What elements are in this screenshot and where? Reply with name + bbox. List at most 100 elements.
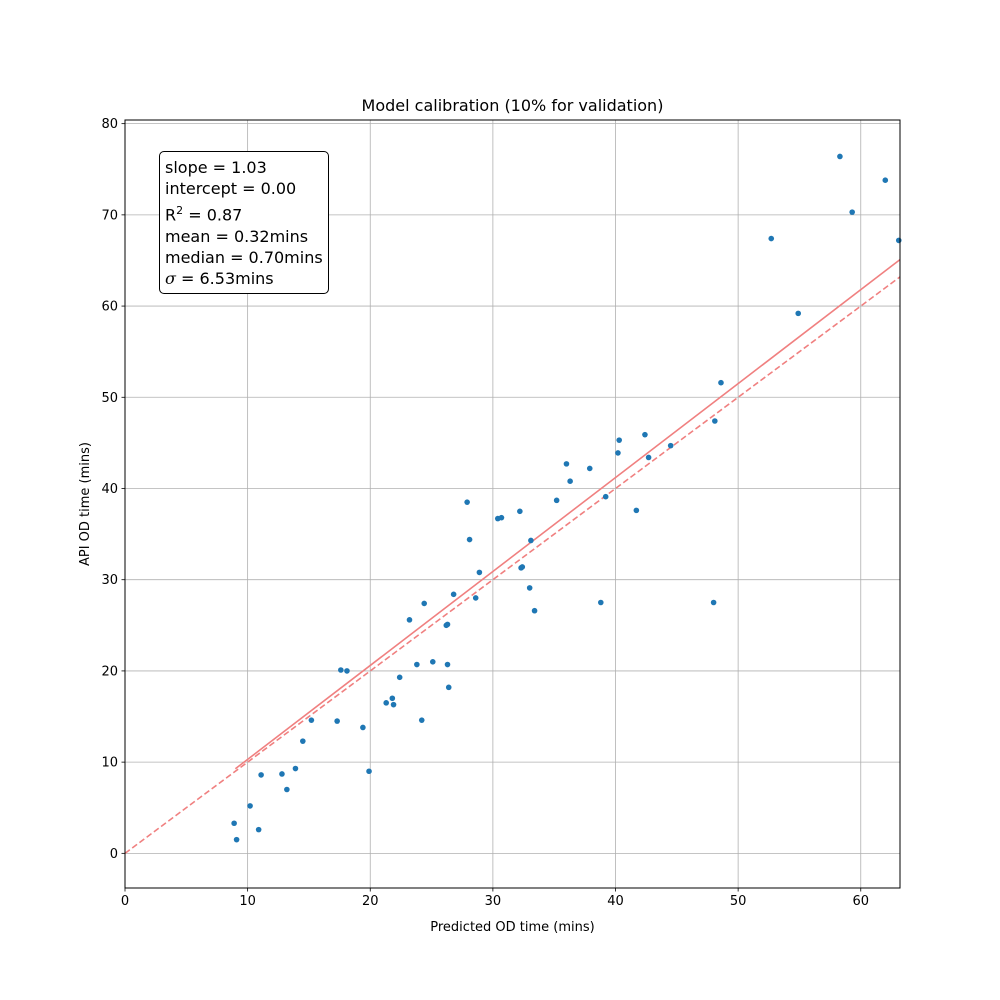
scatter-point	[616, 437, 622, 443]
fit-line	[234, 258, 901, 770]
scatter-point	[389, 695, 396, 702]
scatter-point	[597, 599, 604, 606]
stat-sigma-value: = 6.53mins	[175, 269, 274, 289]
scatter-point	[710, 599, 717, 606]
scatter-point	[414, 661, 420, 668]
y-tick-label: 20	[101, 664, 118, 679]
scatter-point	[602, 493, 609, 500]
y-tick-label: 40	[101, 482, 118, 497]
scatter-point	[895, 237, 902, 244]
scatter-point	[383, 700, 389, 706]
x-tick-label: 50	[730, 894, 747, 909]
stat-median: median = 0.70mins	[165, 247, 323, 267]
scatter-point	[553, 497, 560, 504]
stat-sigma-symbol: σ	[165, 269, 176, 289]
reference-line-group	[124, 276, 901, 854]
scatter-point	[444, 661, 451, 668]
scatter-point	[360, 724, 366, 731]
scatter-point	[233, 836, 240, 843]
scatter-point	[768, 235, 775, 242]
x-axis-ticks: 0 10 20 30 40 50 60	[121, 888, 869, 909]
scatter-point	[308, 717, 315, 723]
scatter-point	[406, 617, 413, 623]
scatter-point	[526, 585, 533, 591]
stat-r2-value: = 0.87	[183, 205, 243, 225]
chart-title: Model calibration (10% for validation)	[362, 96, 664, 115]
scatter-point	[795, 310, 802, 317]
scatter-point	[718, 379, 724, 386]
scatter-point	[444, 621, 451, 628]
scatter-point	[586, 465, 593, 472]
scatter-point	[642, 431, 648, 438]
x-tick-label: 10	[239, 894, 256, 909]
stat-r2-sup: 2	[176, 203, 184, 217]
scatter-point	[837, 153, 843, 160]
scatter-point	[498, 514, 505, 521]
grid-lines	[124, 120, 900, 888]
scatter-point	[567, 478, 573, 484]
scatter-point	[429, 658, 436, 665]
scatter-point	[667, 442, 674, 449]
scatter-point	[284, 786, 290, 793]
x-tick-label: 30	[485, 894, 502, 909]
x-axis-label: Predicted OD time (mins)	[430, 920, 594, 935]
scatter-point	[247, 803, 253, 809]
scatter-point	[563, 461, 570, 467]
scatter-point	[292, 765, 299, 772]
fit-line-group	[234, 258, 901, 770]
stat-mean: mean = 0.32mins	[165, 226, 309, 246]
y-axis-label: API OD time (mins)	[78, 442, 93, 566]
reference-line	[124, 276, 901, 854]
scatter-points	[231, 153, 902, 843]
scatter-point	[517, 508, 523, 515]
scatter-point	[334, 718, 340, 724]
scatter-point	[472, 595, 479, 601]
x-tick-label: 20	[362, 894, 379, 909]
y-tick-label: 60	[101, 300, 118, 315]
scatter-point	[531, 607, 538, 614]
y-tick-label: 0	[110, 847, 118, 862]
x-tick-label: 40	[607, 894, 624, 909]
y-tick-label: 30	[101, 573, 118, 588]
scatter-point	[445, 684, 452, 691]
scatter-point	[418, 717, 425, 723]
scatter-point	[633, 507, 640, 514]
stat-sigma: σ = 6.53mins	[165, 268, 323, 289]
y-tick-label: 70	[101, 208, 118, 223]
scatter-point	[849, 209, 855, 215]
scatter-point	[231, 820, 237, 827]
scatter-point	[519, 564, 526, 570]
stat-r2: R2 = 0.87	[165, 200, 323, 226]
scatter-point	[476, 569, 483, 576]
scatter-point	[882, 177, 889, 183]
scatter-point	[528, 537, 534, 544]
y-tick-label: 80	[101, 117, 118, 132]
scatter-point	[396, 674, 403, 681]
y-tick-label: 50	[101, 391, 118, 406]
scatter-point	[255, 826, 262, 833]
stats-annotation-box: slope = 1.03 intercept = 0.00 R2 = 0.87 …	[159, 151, 329, 294]
x-tick-label: 60	[852, 894, 869, 909]
scatter-point	[466, 536, 473, 543]
plot-frame	[124, 119, 901, 889]
scatter-point	[258, 772, 264, 778]
scatter-point	[366, 768, 372, 775]
stat-intercept: intercept = 0.00	[165, 179, 297, 199]
scatter-point	[464, 499, 470, 505]
scatter-point	[712, 418, 718, 424]
scatter-point	[338, 667, 344, 673]
y-tick-label: 10	[101, 756, 118, 771]
stat-slope: slope = 1.03	[165, 158, 267, 177]
scatter-point	[450, 591, 457, 598]
scatter-point	[300, 738, 306, 744]
scatter-point	[615, 450, 621, 456]
scatter-point	[344, 668, 350, 674]
scatter-point	[645, 454, 652, 461]
x-tick-label: 0	[121, 894, 129, 909]
scatter-point	[390, 701, 397, 708]
scatter-point	[279, 771, 285, 777]
scatter-point	[421, 600, 428, 607]
y-axis-ticks: 0 10 20 30 40 50 60 70 80	[101, 117, 125, 862]
stat-r2-prefix: R	[165, 205, 177, 225]
